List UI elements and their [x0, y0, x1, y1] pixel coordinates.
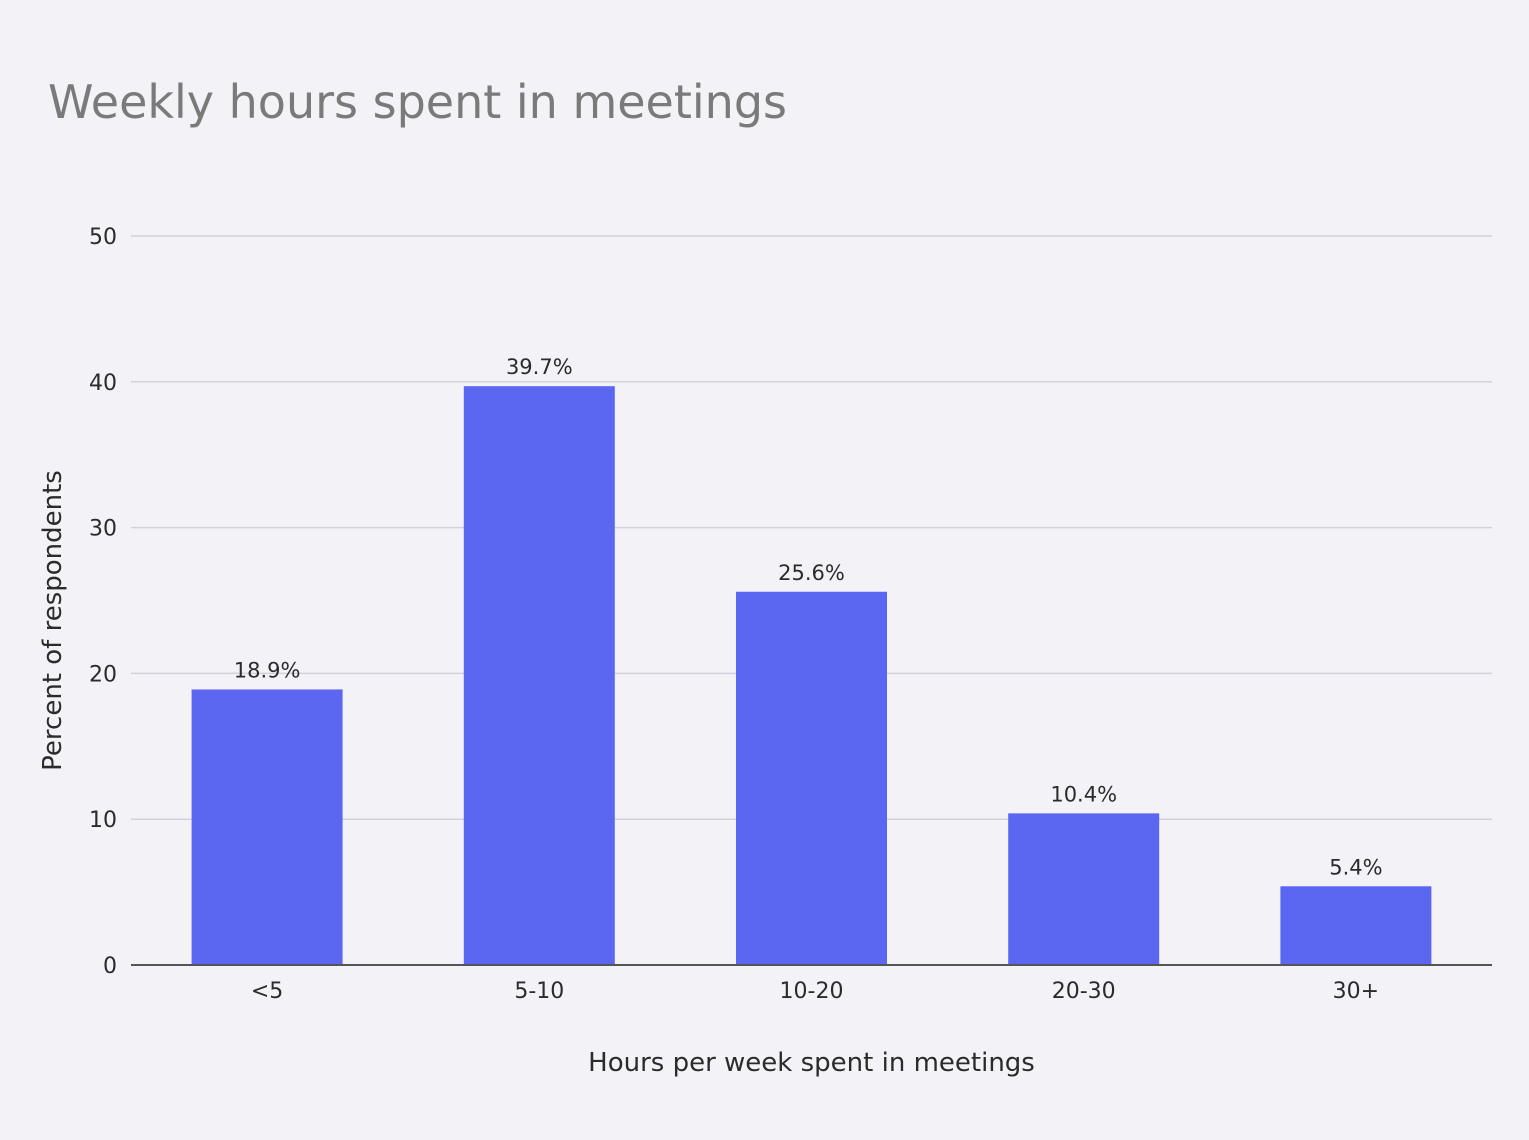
- x-tick-label: 30+: [1333, 979, 1379, 1004]
- bar-value-label: 10.4%: [1050, 782, 1117, 806]
- bar-value-label: 25.6%: [778, 561, 845, 585]
- bar: [463, 386, 615, 965]
- bar-value-label: 18.9%: [234, 658, 301, 682]
- x-tick-label: 20-30: [1052, 979, 1116, 1004]
- bar-value-label: 39.7%: [506, 355, 573, 379]
- bar: [1280, 886, 1432, 965]
- bar: [191, 689, 343, 965]
- y-tick-label: 40: [89, 371, 117, 396]
- data-labels: 18.9% 39.7% 25.6% 10.4% 5.4%: [234, 355, 1383, 879]
- chart-title: Weekly hours spent in meetings: [48, 75, 787, 129]
- y-tick-label: 0: [103, 954, 117, 979]
- bar-value-label: 5.4%: [1329, 855, 1382, 879]
- y-axis-ticks: 0 10 20 30 40 50: [89, 225, 117, 979]
- bar: [1008, 813, 1160, 965]
- bars: [191, 386, 1432, 965]
- bar: [736, 591, 887, 965]
- y-tick-label: 20: [89, 662, 117, 687]
- y-axis-label: Percent of respondents: [38, 470, 68, 771]
- grid-lines: [131, 235, 1492, 820]
- x-tick-label: 5-10: [514, 979, 564, 1004]
- y-tick-label: 30: [89, 517, 117, 542]
- x-tick-label: 10-20: [780, 979, 844, 1004]
- x-axis-ticks: <5 5-10 10-20 20-30 30+: [251, 979, 1379, 1004]
- x-tick-label: <5: [251, 979, 283, 1004]
- y-tick-label: 50: [89, 225, 117, 250]
- x-axis-label: Hours per week spent in meetings: [588, 1048, 1035, 1078]
- y-tick-label: 10: [89, 808, 117, 833]
